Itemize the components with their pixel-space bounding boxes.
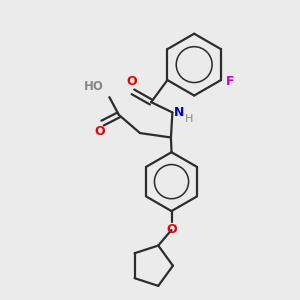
- Text: HO: HO: [84, 80, 104, 93]
- Text: N: N: [174, 106, 184, 119]
- Text: O: O: [126, 75, 137, 88]
- Text: H: H: [185, 114, 193, 124]
- Text: F: F: [226, 75, 235, 88]
- Text: O: O: [166, 224, 177, 236]
- Text: O: O: [94, 125, 105, 138]
